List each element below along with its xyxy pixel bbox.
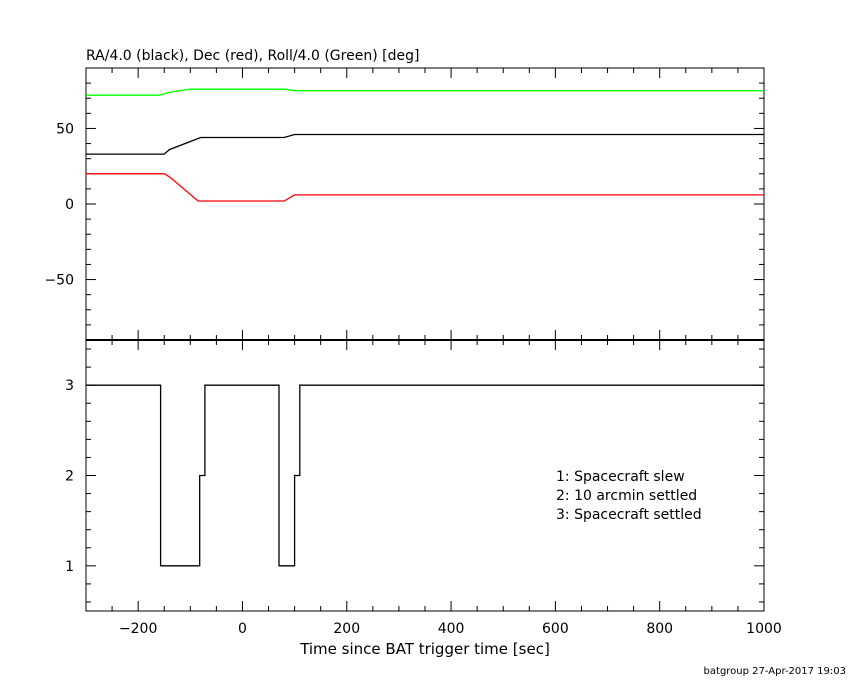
bottom-panel: 1 2 3 −200 0 200 400 600 800 1000 Time since BAT t… xyxy=(65,339,782,658)
y-tick-label: −50 xyxy=(44,273,74,289)
legend-entry: 3: Spacecraft settled xyxy=(556,507,702,523)
x-tick-label: −200 xyxy=(119,621,157,637)
x-tick-label: 0 xyxy=(238,621,247,637)
x-tick-label: 200 xyxy=(333,621,360,637)
x-axis-label: Time since BAT trigger time [sec] xyxy=(299,640,550,658)
x-tick-label: 1000 xyxy=(746,621,782,637)
chart-title: RA/4.0 (black), Dec (red), Roll/4.0 (Gre… xyxy=(86,48,419,64)
top-panel: −50 0 50 RA/4.0 (black), Dec (red), Roll/4.… xyxy=(44,48,765,341)
footer-credit: batgroup 27-Apr-2017 19:03 xyxy=(704,666,846,677)
x-tick-label: 400 xyxy=(438,621,465,637)
y-tick-label: 3 xyxy=(65,378,74,394)
y-tick-label: 50 xyxy=(56,121,74,137)
series-line-1 xyxy=(86,173,764,202)
y-tick-label: 2 xyxy=(65,469,74,485)
plot-frame xyxy=(85,67,765,341)
x-tick-label: 800 xyxy=(646,621,673,637)
series-line-0 xyxy=(86,133,764,155)
series-line-0 xyxy=(86,384,764,567)
y-tick-label: 0 xyxy=(65,197,74,213)
y-tick-label: 1 xyxy=(65,559,74,575)
legend-entry: 2: 10 arcmin settled xyxy=(556,488,697,504)
x-tick-label: 600 xyxy=(542,621,569,637)
series-line-2 xyxy=(86,88,764,96)
legend-entry: 1: Spacecraft slew xyxy=(556,469,685,485)
